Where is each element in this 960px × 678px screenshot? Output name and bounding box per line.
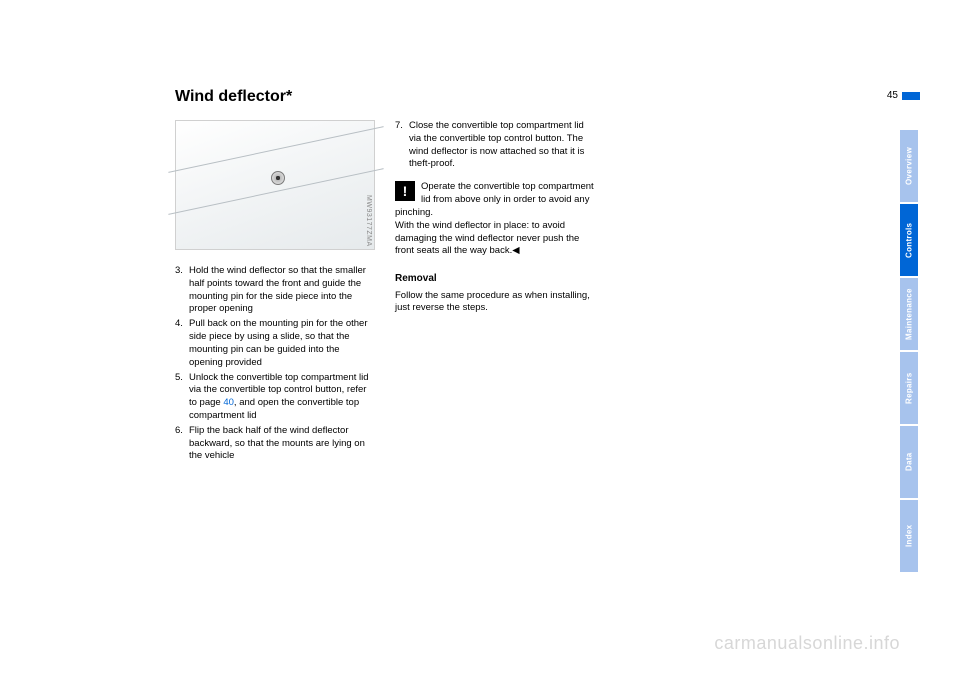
tab-maintenance[interactable]: Maintenance <box>900 278 918 350</box>
step-text: Flip the back half of the wind deflector… <box>189 425 375 463</box>
warning-block: ! Operate the convertible top compartmen… <box>395 181 595 258</box>
figure-line <box>168 126 383 173</box>
removal-text: Follow the same procedure as when instal… <box>395 290 595 316</box>
step-item: 7. Close the convertible top compartment… <box>395 120 595 171</box>
tab-overview[interactable]: Overview <box>900 130 918 202</box>
step-number: 7. <box>395 120 409 171</box>
column-left: 3. Hold the wind deflector so that the s… <box>175 265 375 465</box>
step-item: 3. Hold the wind deflector so that the s… <box>175 265 375 316</box>
step-text: Hold the wind deflector so that the smal… <box>189 265 375 316</box>
tab-controls[interactable]: Controls <box>900 204 918 276</box>
tab-index[interactable]: Index <box>900 500 918 572</box>
side-tabs: Overview Controls Maintenance Repairs Da… <box>900 130 918 574</box>
step-item: 4. Pull back on the mounting pin for the… <box>175 318 375 369</box>
step-item: 6. Flip the back half of the wind deflec… <box>175 425 375 463</box>
warning-icon: ! <box>395 181 415 201</box>
step-list: 3. Hold the wind deflector so that the s… <box>175 265 375 463</box>
page-marker: 45 <box>887 90 920 101</box>
page-number: 45 <box>887 90 898 101</box>
step-text: Close the convertible top compartment li… <box>409 120 595 171</box>
page-title: Wind deflector* <box>175 88 292 106</box>
step-text: Unlock the convertible top compartment l… <box>189 372 375 423</box>
step-text: Pull back on the mounting pin for the ot… <box>189 318 375 369</box>
step-number: 5. <box>175 372 189 423</box>
tab-data[interactable]: Data <box>900 426 918 498</box>
step-number: 6. <box>175 425 189 463</box>
wind-deflector-figure: MW93177ZMA <box>175 120 375 250</box>
step-number: 4. <box>175 318 189 369</box>
watermark: carmanualsonline.info <box>714 633 900 654</box>
step-number: 3. <box>175 265 189 316</box>
figure-code: MW93177ZMA <box>365 195 372 247</box>
page-accent-bar <box>902 92 920 100</box>
tab-repairs[interactable]: Repairs <box>900 352 918 424</box>
column-right: 7. Close the convertible top compartment… <box>395 120 595 315</box>
figure-mounting-pin <box>271 171 285 185</box>
step-list: 7. Close the convertible top compartment… <box>395 120 595 171</box>
removal-heading: Removal <box>395 272 595 286</box>
step-item: 5. Unlock the convertible top compartmen… <box>175 372 375 423</box>
page-reference-link[interactable]: 40 <box>223 397 234 408</box>
warning-text: Operate the convertible top compartment … <box>395 181 595 258</box>
